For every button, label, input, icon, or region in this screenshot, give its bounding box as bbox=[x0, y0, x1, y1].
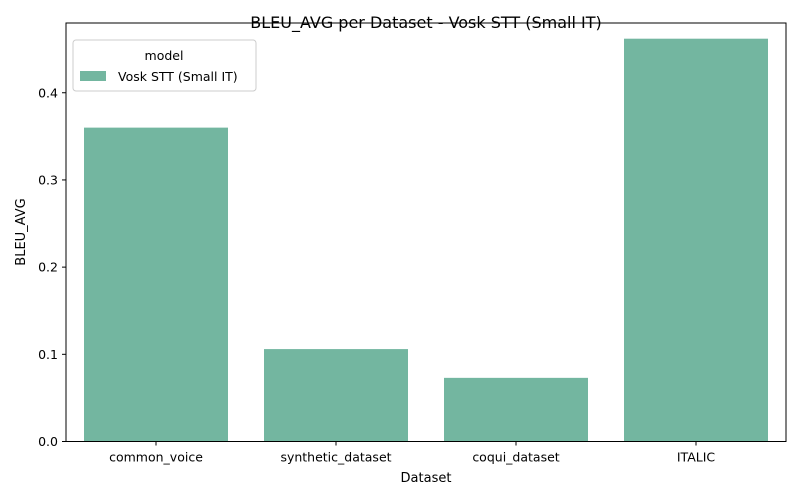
bar-coqui_dataset bbox=[444, 377, 588, 442]
x-tick-label: ITALIC bbox=[677, 450, 716, 465]
y-tick-label: 0.2 bbox=[38, 260, 58, 275]
legend-swatch bbox=[80, 71, 106, 81]
x-tick-label: synthetic_dataset bbox=[280, 450, 391, 465]
plot-frame bbox=[65, 22, 787, 442]
bars-group bbox=[84, 38, 768, 442]
x-tick-label: common_voice bbox=[109, 450, 203, 465]
y-tick-label: 0.3 bbox=[38, 172, 58, 187]
y-axis-ticks: 0.0 0.1 0.2 0.3 0.4 bbox=[38, 85, 66, 449]
x-tick-label: coqui_dataset bbox=[472, 450, 559, 465]
legend-title: model bbox=[145, 48, 184, 63]
y-tick-label: 0.0 bbox=[38, 434, 58, 449]
bar-common_voice bbox=[84, 127, 228, 442]
y-axis-label: BLEU_AVG bbox=[14, 198, 29, 265]
bar-ITALIC bbox=[624, 38, 768, 442]
bar-synthetic_dataset bbox=[264, 349, 408, 442]
legend-box bbox=[72, 39, 257, 92]
legend-series-label: Vosk STT (Small IT) bbox=[118, 69, 238, 84]
x-axis-label: Dataset bbox=[401, 471, 452, 486]
x-axis-ticks: common_voice synthetic_dataset coqui_datas… bbox=[109, 441, 716, 465]
y-tick-label: 0.1 bbox=[38, 347, 58, 362]
y-tick-label: 0.4 bbox=[38, 85, 58, 100]
legend: model Vosk STT (Small IT) bbox=[72, 39, 257, 92]
